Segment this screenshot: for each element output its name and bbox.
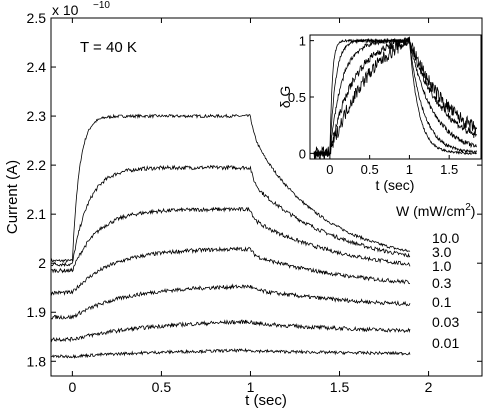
current-trace-0-03: [50, 319, 411, 343]
inset-trace-4: [313, 36, 477, 158]
inset-series-group: [313, 36, 478, 160]
legend-title: W (mW/cm2): [396, 202, 475, 219]
inset-x-tick-label: 0.5: [361, 162, 379, 177]
series-end-label: 1.0: [432, 258, 452, 274]
series-end-label: 0.1: [432, 294, 452, 310]
main-x-ticks: 0 0.5 1 1.5 2: [68, 18, 433, 395]
main-y-tick-label: 2.5: [27, 10, 47, 26]
main-x-tick-label: 1.5: [330, 379, 350, 395]
inset-y-tick-label: 1: [299, 34, 306, 49]
inset-y-ticks: 00.51: [288, 34, 314, 161]
series-end-label: 0.01: [432, 335, 459, 351]
inset-plot-background: [310, 35, 481, 159]
main-series-end-labels: 10.03.01.00.3 0.1 0.03 0.01: [432, 230, 459, 351]
main-y-tick-label: 2.2: [27, 157, 47, 173]
series-end-label: 3.0: [432, 244, 452, 260]
inset-x-tick-label: 1: [406, 162, 413, 177]
series-end-label: 10.0: [432, 230, 459, 246]
main-y-tick-label: 2: [38, 255, 46, 271]
y-multiplier-label: x 10: [52, 2, 79, 18]
inset-y-axis-label: δ G: [277, 86, 293, 109]
inset-chart: 0 0.5 1 1.5 00.51 t (sec) δ G: [277, 34, 482, 193]
main-x-tick-label: 1: [247, 379, 255, 395]
y-multiplier-exponent: −10: [93, 0, 110, 11]
inset-x-ticks: 0 0.5 1 1.5: [326, 155, 458, 177]
series-end-label: 0.3: [432, 275, 452, 291]
series-end-label: 0.03: [432, 314, 459, 330]
main-y-tick-label: 1.8: [27, 353, 47, 369]
current-trace-3-0: [50, 164, 411, 267]
current-trace-1-0: [50, 206, 411, 274]
inset-trace-3: [313, 37, 478, 157]
current-trace-0-1: [50, 283, 411, 320]
inset-y-tick-label: 0.5: [288, 90, 306, 105]
inset-x-tick-label: 0: [326, 162, 333, 177]
main-y-tick-label: 2.1: [27, 206, 47, 222]
inset-x-tick-label: 1.5: [440, 162, 458, 177]
current-trace-0-01: [50, 347, 411, 360]
main-x-tick-label: 0: [68, 379, 76, 395]
temperature-annotation: T = 40 K: [80, 39, 137, 56]
current-trace-10-0: [50, 113, 411, 264]
main-y-axis-label: Current (A): [4, 160, 21, 234]
main-y-tick-label: 2.4: [27, 59, 47, 75]
inset-y-tick-label: 0: [299, 146, 306, 161]
current-trace-0-3: [50, 246, 411, 296]
main-plot-frame: [50, 17, 483, 377]
main-x-tick-label: 2: [425, 379, 433, 395]
main-y-ticks: 1.8 1.9 2 2.1 2.2 2.3 2.4 2.5: [27, 10, 482, 369]
main-y-tick-label: 2.3: [27, 108, 47, 124]
main-y-tick-label: 1.9: [27, 304, 47, 320]
main-x-tick-label: 0.5: [152, 379, 172, 395]
main-series-group: [50, 113, 411, 360]
main-chart: 0 0.5 1 1.5 2 1.81.922.12.22.32.42.5 10.03.0…: [4, 0, 483, 409]
inset-trace-5: [313, 36, 478, 160]
inset-x-axis-label: t (sec): [376, 177, 415, 193]
main-x-axis-label: t (sec): [245, 392, 287, 409]
